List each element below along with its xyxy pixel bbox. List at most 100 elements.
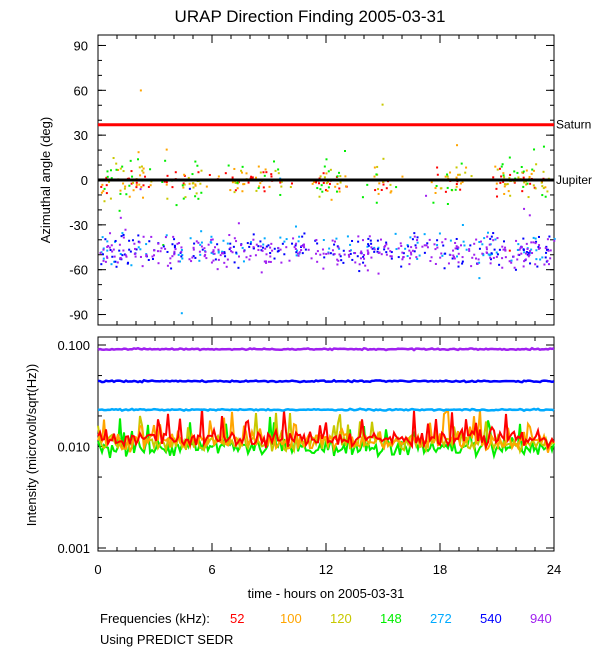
data-point-940khz [211, 238, 214, 241]
data-point-940khz [133, 242, 136, 245]
data-point-940khz [171, 255, 174, 258]
data-point-540khz [413, 250, 416, 253]
data-point-540khz [537, 246, 540, 249]
data-point-148khz [366, 183, 369, 186]
data-point-940khz [408, 249, 411, 252]
data-point-940khz [516, 258, 519, 261]
data-point-272khz [438, 232, 441, 235]
data-point-120khz [323, 176, 326, 179]
reference-label-jupiter: Jupiter [556, 173, 592, 187]
data-point-940khz [211, 251, 214, 254]
data-point-940khz [200, 245, 203, 248]
data-point-940khz [459, 244, 462, 247]
data-point-540khz [390, 251, 393, 254]
data-point-148khz [194, 195, 197, 198]
data-point-940khz [363, 257, 366, 260]
data-point-940khz [471, 256, 474, 259]
data-point-272khz [113, 260, 116, 263]
data-point-52khz [380, 188, 383, 191]
data-point-540khz [147, 258, 150, 261]
data-point-540khz [490, 235, 493, 238]
data-point-52khz [322, 172, 325, 175]
data-point-272khz [553, 237, 556, 240]
data-point-52khz [508, 249, 511, 252]
data-point-940khz [524, 258, 527, 261]
data-point-272khz [298, 252, 301, 255]
data-point-52khz [444, 190, 447, 193]
data-point-120khz [523, 181, 526, 184]
data-point-940khz [434, 248, 437, 251]
data-point-940khz [293, 246, 296, 249]
data-point-940khz [298, 251, 301, 254]
data-point-940khz [331, 239, 334, 242]
data-point-940khz [119, 257, 122, 260]
data-point-940khz [133, 252, 136, 255]
data-point-540khz [356, 255, 359, 258]
data-point-940khz [207, 243, 210, 246]
data-point-940khz [517, 253, 520, 256]
data-point-540khz [109, 248, 112, 251]
data-point-940khz [319, 253, 322, 256]
x-tick-label: 12 [319, 562, 333, 577]
data-point-540khz [492, 232, 495, 235]
data-point-272khz [199, 243, 202, 246]
data-point-120khz [381, 103, 384, 106]
data-point-120khz [506, 183, 509, 186]
data-point-940khz [549, 249, 552, 252]
data-point-940khz [538, 247, 541, 250]
data-point-272khz [534, 237, 537, 240]
data-point-540khz [426, 242, 429, 245]
data-point-100khz [139, 174, 142, 177]
data-point-540khz [148, 240, 151, 243]
data-point-100khz [132, 189, 135, 192]
data-point-272khz [181, 257, 184, 260]
data-point-940khz [546, 259, 549, 262]
data-point-940khz [549, 257, 552, 260]
data-point-540khz [545, 248, 548, 251]
data-point-940khz [277, 246, 280, 249]
data-point-120khz [289, 186, 292, 189]
data-point-940khz [285, 246, 288, 249]
data-point-272khz [478, 261, 481, 264]
data-point-100khz [241, 190, 244, 193]
data-point-52khz [247, 181, 250, 184]
data-point-120khz [382, 157, 385, 160]
data-point-148khz [460, 162, 463, 165]
data-point-100khz [456, 144, 459, 147]
legend-item-148khz: 148 [380, 611, 402, 626]
data-point-120khz [521, 171, 524, 174]
data-point-940khz [546, 238, 549, 241]
data-point-540khz [489, 258, 492, 261]
data-point-272khz [486, 231, 489, 234]
data-point-540khz [188, 187, 191, 190]
data-point-940khz [504, 248, 507, 251]
data-point-52khz [521, 190, 524, 193]
data-point-100khz [124, 185, 127, 188]
data-point-940khz [496, 237, 499, 240]
data-point-52khz [529, 182, 532, 185]
data-point-940khz [337, 259, 340, 262]
data-point-52khz [234, 189, 237, 192]
data-point-100khz [401, 175, 404, 178]
data-point-540khz [162, 245, 165, 248]
data-point-120khz [108, 180, 111, 183]
data-point-100khz [233, 167, 236, 170]
data-point-272khz [235, 252, 238, 255]
frequency-legend: Frequencies (kHz): 52 100 120 148 272 540 940 [100, 611, 552, 626]
data-point-940khz [488, 243, 491, 246]
data-point-120khz [184, 196, 187, 199]
data-point-540khz [413, 232, 416, 235]
data-point-940khz [387, 247, 390, 250]
data-point-272khz [249, 241, 252, 244]
data-point-52khz [279, 181, 282, 184]
data-point-272khz [461, 223, 464, 226]
data-point-940khz [269, 255, 272, 258]
data-point-940khz [153, 249, 156, 252]
data-point-540khz [151, 258, 154, 261]
data-point-100khz [344, 175, 347, 178]
data-point-940khz [518, 248, 521, 251]
data-point-540khz [451, 257, 454, 260]
data-point-940khz [367, 252, 370, 255]
data-point-100khz [138, 183, 141, 186]
data-point-52khz [262, 186, 265, 189]
